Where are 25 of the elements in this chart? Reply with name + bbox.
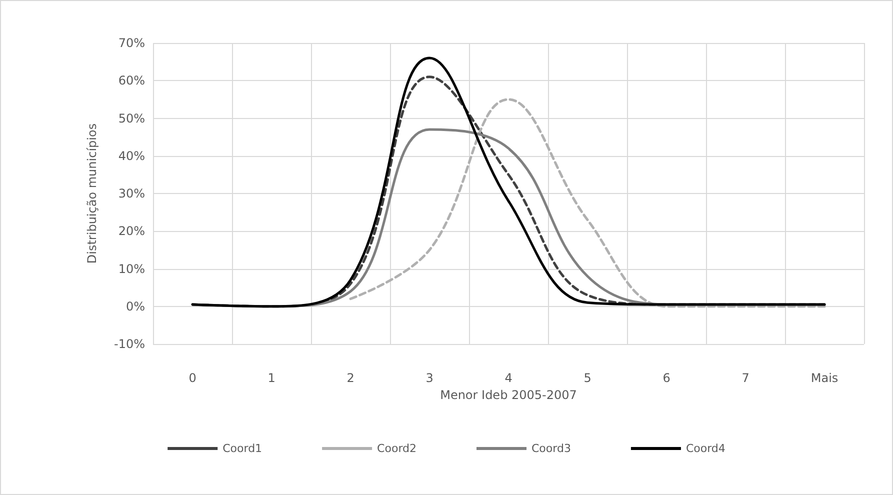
line-series: [349, 98, 826, 308]
x-tick-label: 4: [504, 371, 512, 385]
x-tick-label: 2: [346, 371, 354, 385]
y-tick-label: 50%: [118, 111, 145, 126]
y-tick-label: 60%: [118, 74, 145, 88]
y-tick-label: 70%: [118, 36, 145, 50]
legend-label: Coord3: [532, 442, 571, 455]
x-tick-label: 7: [742, 371, 750, 385]
x-tick-label: 0: [188, 371, 196, 385]
y-tick-label: 10%: [118, 262, 145, 276]
y-tick-label: -10%: [114, 337, 145, 351]
legend-label: Coord1: [222, 442, 262, 455]
legend-label: Coord2: [377, 442, 416, 455]
y-tick-label: 40%: [118, 148, 145, 163]
x-axis-title: Menor Ideb 2005-2007: [440, 388, 577, 402]
y-axis-title: Distribuição municípios: [85, 123, 99, 264]
y-tick-label: 30%: [118, 186, 145, 200]
y-tick-label: 20%: [118, 224, 145, 238]
legend-label: Coord4: [686, 442, 726, 455]
x-tick-label: 3: [426, 371, 434, 385]
x-tick-label: 1: [268, 371, 276, 385]
x-tick-label: Mais: [810, 371, 838, 385]
y-tick-label: 0%: [126, 299, 145, 314]
x-tick-label: 6: [662, 371, 670, 385]
x-tick-label: 5: [584, 371, 592, 385]
